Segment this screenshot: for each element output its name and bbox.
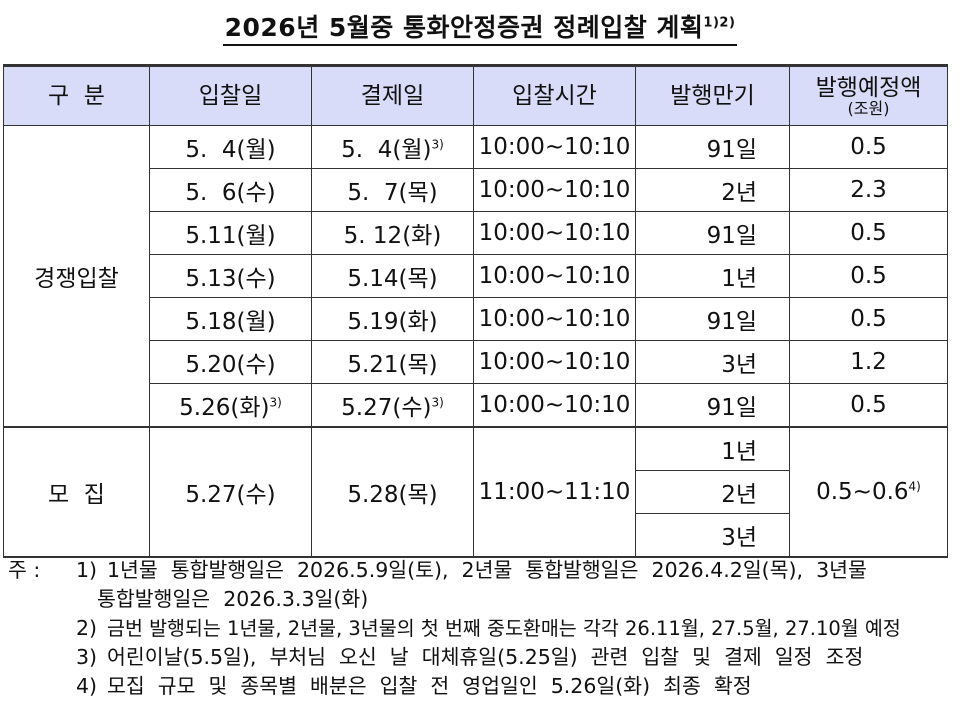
amount-cell: 0.5 [789, 254, 948, 298]
maturity-cell: 91일 [635, 211, 790, 255]
amount-cell: 0.5 [789, 383, 948, 428]
table-row: 5.26(화)3) 5.27(수)3) 10:00~10:10 91일 0.5 [4, 383, 948, 428]
bid-time-cell: 10:00~10:10 [473, 340, 636, 384]
bid-time-cell: 10:00~10:10 [473, 383, 636, 428]
settle-date-cell: 5.21(목) [311, 340, 474, 384]
bid-date-cell: 5.11(월) [149, 211, 312, 255]
settle-date-cell: 5.14(목) [311, 254, 474, 298]
footnote-lead: 주 : [8, 558, 41, 582]
maturity-cell: 2년 [635, 168, 790, 212]
bid-date-cell: 5.20(수) [149, 340, 312, 384]
settle-date-cell: 5. 7(목) [311, 168, 474, 212]
header-settlement-date: 결제일 [311, 65, 474, 126]
table-row: 5.11(월) 5. 12(화) 10:00~10:10 91일 0.5 [4, 211, 948, 255]
group-competitive: 경쟁입찰 [3, 125, 150, 428]
amount-cell: 1.2 [789, 340, 948, 384]
group-offering: 모 집 [3, 426, 150, 558]
document-title: 2026년 5월중 통화안정증권 정례입찰 계획1)2) [222, 13, 738, 46]
offering-bid-time: 11:00~11:10 [473, 426, 636, 558]
footnote-3: 3) 어린이날(5.5일), 부처님 오신 날 대체휴일(5.25일) 관련 입… [75, 645, 864, 669]
footnote-4: 4) 모집 규모 및 종목별 배분은 입찰 전 영업일인 5.26일(화) 최종… [75, 674, 752, 698]
table-row: 5. 6(수) 5. 7(목) 10:00~10:10 2년 2.3 [4, 168, 948, 212]
bid-time-cell: 10:00~10:10 [473, 254, 636, 298]
bid-date-cell: 5. 6(수) [149, 168, 312, 212]
maturity-cell: 91일 [635, 297, 790, 341]
header-issue-amount-unit: (조원) [847, 99, 890, 118]
settle-date-cell: 5. 12(화) [311, 211, 474, 255]
document-title-wrap: 2026년 5월중 통화안정증권 정례입찰 계획1)2) [0, 8, 960, 46]
footnote-2: 2) 금번 발행되는 1년물, 2년물, 3년물의 첫 번째 중도환매는 각각 … [75, 616, 901, 640]
footnote-1: 주 : 1) 1년물 통합발행일은 2026.5.9일(토), 2년물 통합발행… [8, 556, 948, 585]
footnotes: 주 : 1) 1년물 통합발행일은 2026.5.9일(토), 2년물 통합발행… [8, 556, 948, 701]
amount-cell: 2.3 [789, 168, 948, 212]
maturity-cell: 1년 [635, 254, 790, 298]
table-row: 모 집 5.27(수) 5.28(목) 11:00~11:10 1년 0.5~0… [3, 426, 948, 558]
title-footnote-mark: 1)2) [703, 15, 736, 31]
table-header-row: 구 분 입찰일 결제일 입찰시간 발행만기 발행예정액 (조원) [3, 65, 948, 126]
table-row: 경쟁입찰 5. 4(월) 5. 4(월)3) 10:00~10:10 91일 0… [3, 125, 948, 428]
offering-settle-date: 5.28(목) [311, 426, 474, 558]
maturity-cell: 3년 [635, 340, 790, 384]
auction-schedule-table: 구 분 입찰일 결제일 입찰시간 발행만기 발행예정액 (조원) 경쟁입찰 5. … [3, 64, 948, 558]
header-bid-time: 입찰시간 [473, 65, 636, 126]
maturity-cell: 91일 [635, 125, 790, 169]
bid-date-cell: 5.18(월) [149, 297, 312, 341]
settle-date-cell: 5.19(화) [311, 297, 474, 341]
bid-date-cell: 5.13(수) [149, 254, 312, 298]
bid-date-cell: 5.26(화)3) [149, 383, 312, 428]
table-row: 5.20(수) 5.21(목) 10:00~10:10 3년 1.2 [4, 340, 948, 384]
settle-date-cell: 5.27(수)3) [311, 383, 474, 428]
maturity-cell: 1년 [635, 426, 790, 471]
table-row: 5.13(수) 5.14(목) 10:00~10:10 1년 0.5 [4, 254, 948, 298]
bid-time-cell: 10:00~10:10 [473, 168, 636, 212]
bid-time-cell: 10:00~10:10 [473, 125, 636, 169]
bid-date-cell: 5. 4(월) [149, 125, 312, 169]
header-bid-date: 입찰일 [149, 65, 312, 126]
title-text: 2026년 5월중 통화안정증권 정례입찰 계획 [224, 13, 704, 42]
amount-cell: 0.5 [789, 297, 948, 341]
maturity-cell: 2년 [635, 470, 790, 514]
settle-date-cell: 5. 4(월)3) [311, 125, 474, 169]
header-category: 구 분 [3, 65, 150, 126]
header-issue-amount: 발행예정액 (조원) [789, 65, 948, 126]
bid-time-cell: 10:00~10:10 [473, 211, 636, 255]
maturity-cell: 3년 [635, 513, 790, 558]
header-maturity: 발행만기 [635, 65, 790, 126]
amount-cell: 0.5 [789, 125, 948, 169]
maturity-cell: 91일 [635, 383, 790, 428]
amount-cell: 0.5 [789, 211, 948, 255]
offering-bid-date: 5.27(수) [149, 426, 312, 558]
footnote-1-continued: 통합발행일은 2026.3.3일(화) [97, 587, 369, 611]
table-row: 2년 [4, 470, 948, 514]
offering-amount: 0.5~0.64) [789, 426, 948, 558]
bid-time-cell: 10:00~10:10 [473, 297, 636, 341]
